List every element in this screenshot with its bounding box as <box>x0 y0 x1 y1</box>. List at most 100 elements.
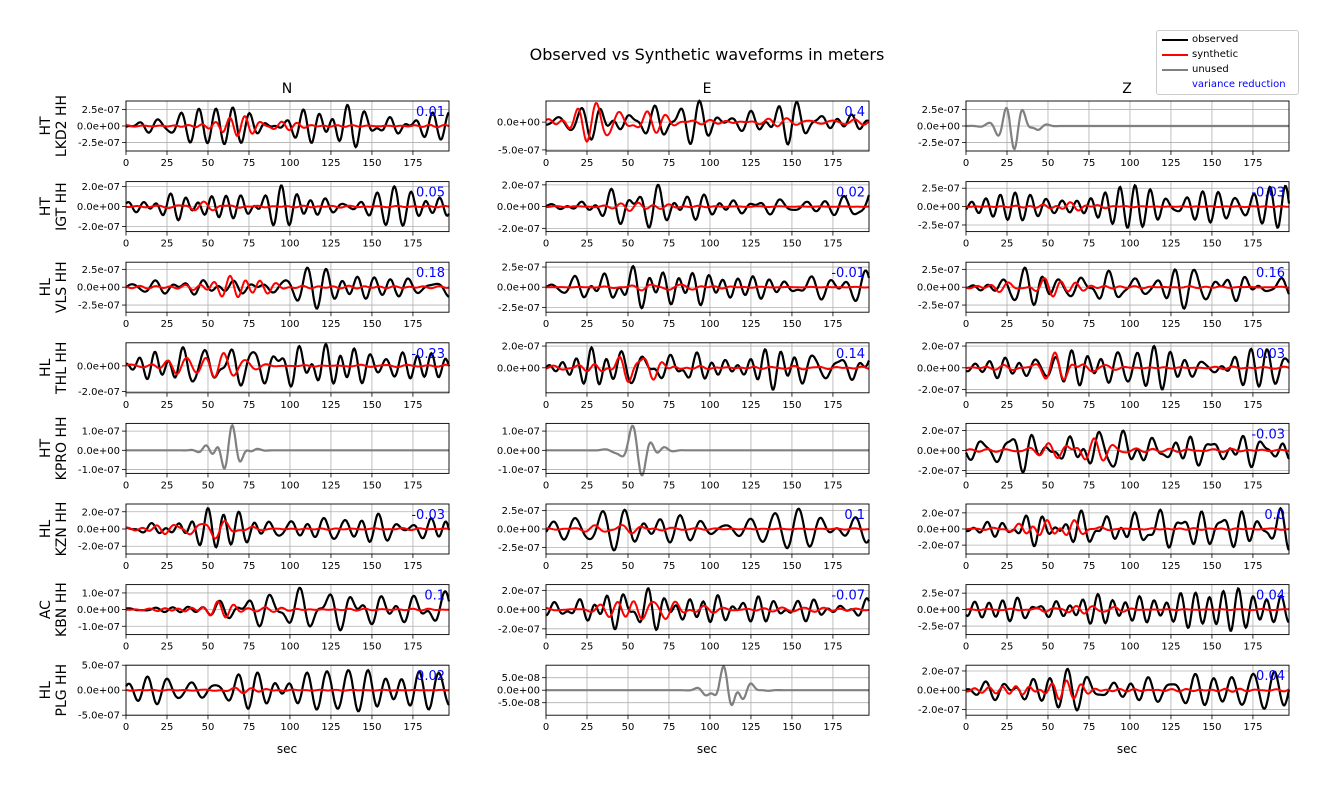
y-tick-label: 2.5e-07 <box>502 506 540 517</box>
x-tick-label: 50 <box>1042 158 1055 169</box>
synthetic-trace <box>965 201 1289 212</box>
x-tick-label: 150 <box>782 319 801 330</box>
x-tick-label: 125 <box>1161 480 1180 491</box>
x-tick-label: 50 <box>1042 722 1055 733</box>
figure-title: Observed vs Synthetic waveforms in meter… <box>530 45 885 64</box>
panel-1-z: 0 25 50 75 100 125 150 175 2.5e-07 0.0e+00 -2.5e-0… <box>917 100 1290 169</box>
panel-6-n: 0 25 50 75 100 125 150 175 2.0e-07 0.0e+00 -2.0e-0… <box>77 503 451 572</box>
y-tick-label: -2.5e-07 <box>918 220 960 231</box>
x-tick-label: 0 <box>963 239 969 250</box>
x-tick-label: 100 <box>700 239 719 250</box>
x-tick-label: 0 <box>963 400 969 411</box>
panel-7-e: 0 25 50 75 100 125 150 175 2.0e-07 0.0e+00 -2.0e-0… <box>497 584 871 653</box>
y-tick-label: 0.0e+00 <box>497 525 540 536</box>
x-tick-label: 150 <box>1202 319 1221 330</box>
y-tick-label: 0.0e+00 <box>77 283 120 294</box>
x-tick-label: 0 <box>963 642 969 653</box>
x-tick-label: 75 <box>243 400 256 411</box>
y-tick-label: 2.5e-07 <box>82 265 120 276</box>
y-tick-label: -2.5e-07 <box>498 543 540 554</box>
x-tick-label: 75 <box>243 480 256 491</box>
x-tick-label: 125 <box>321 561 340 572</box>
y-tick-label: -2.0e-07 <box>498 224 540 235</box>
x-tick-label: 150 <box>362 480 381 491</box>
x-tick-label: 175 <box>403 158 422 169</box>
x-tick-label: 125 <box>1161 158 1180 169</box>
y-tick-label: -5.0e-07 <box>498 145 540 156</box>
x-tick-label: 75 <box>663 158 676 169</box>
station-label-line: KZN HH <box>54 502 70 557</box>
variance-reduction-label: 0.16 <box>1256 266 1285 281</box>
station-label: ACKBN HH <box>38 582 70 637</box>
x-tick-label: 50 <box>1042 642 1055 653</box>
x-tick-label: 75 <box>243 642 256 653</box>
x-tick-label: 25 <box>1001 561 1014 572</box>
variance-reduction-label: -0.23 <box>411 347 445 362</box>
panel-frame <box>545 100 870 152</box>
panel-frame <box>965 422 1290 474</box>
y-tick-label: 0.0e+00 <box>497 363 540 374</box>
x-tick-label: 25 <box>161 239 174 250</box>
y-tick-label: 2.0e-07 <box>922 342 960 353</box>
y-tick-label: -1.0e-07 <box>78 622 120 633</box>
variance-reduction-label: 0.1 <box>424 589 445 604</box>
legend-swatch-observed <box>1162 39 1188 41</box>
variance-reduction-label: -0.03 <box>1251 186 1285 201</box>
x-tick-label: 50 <box>1042 400 1055 411</box>
x-tick-label: 125 <box>741 158 760 169</box>
y-tick-label: 0.0e+00 <box>917 686 960 697</box>
x-tick-label: 75 <box>663 642 676 653</box>
x-tick-label: 100 <box>1120 239 1139 250</box>
x-tick-label: 25 <box>161 642 174 653</box>
x-tick-label: 150 <box>362 642 381 653</box>
station-label: HLVLS HH <box>38 261 70 313</box>
x-tick-label: 25 <box>581 480 594 491</box>
x-tick-label: 50 <box>622 319 635 330</box>
x-tick-label: 100 <box>280 158 299 169</box>
y-tick-label: -2.5e-07 <box>498 303 540 314</box>
y-tick-label: -5.0e-08 <box>498 698 540 709</box>
x-tick-label: 75 <box>663 561 676 572</box>
x-tick-label: 100 <box>700 642 719 653</box>
x-tick-label: 150 <box>782 239 801 250</box>
y-tick-label: -2.0e-07 <box>918 705 960 716</box>
x-tick-label: 150 <box>1202 722 1221 733</box>
x-tick-label: 50 <box>622 561 635 572</box>
observed-trace <box>545 507 870 552</box>
panel-7-z: 0 25 50 75 100 125 150 175 2.5e-07 0.0e+00 -2.5e-0… <box>917 584 1290 653</box>
x-tick-label: 175 <box>823 642 842 653</box>
x-tick-label: 100 <box>1120 642 1139 653</box>
x-tick-label: 125 <box>1161 722 1180 733</box>
x-tick-label: 100 <box>1120 722 1139 733</box>
x-tick-label: 100 <box>1120 400 1139 411</box>
x-tick-label: 150 <box>782 158 801 169</box>
x-tick-label: 100 <box>280 722 299 733</box>
y-tick-label: 0.0e+00 <box>917 605 960 616</box>
x-tick-label: 75 <box>1083 239 1096 250</box>
x-axis-label-n: sec <box>277 742 297 756</box>
x-tick-label: 25 <box>161 480 174 491</box>
station-label-line: HL <box>38 520 54 539</box>
panel-3-e: 0 25 50 75 100 125 150 175 2.5e-07 0.0e+00 -2.5e-0… <box>497 261 871 330</box>
x-tick-label: 125 <box>741 319 760 330</box>
x-tick-label: 175 <box>403 480 422 491</box>
variance-reduction-label: -0.01 <box>831 266 865 281</box>
panel-6-z: 0 25 50 75 100 125 150 175 2.0e-07 0.0e+00 -2.0e-0… <box>917 503 1290 572</box>
panel-8-n: 0 25 50 75 100 125 150 175 5.0e-07 0.0e+00 -5.0e-0… <box>77 661 450 733</box>
x-tick-label: 100 <box>700 480 719 491</box>
synthetic-trace <box>545 356 870 384</box>
x-tick-label: 100 <box>700 319 719 330</box>
y-tick-label: 2.0e-07 <box>82 182 120 193</box>
panel-3-z: 0 25 50 75 100 125 150 175 2.5e-07 0.0e+00 -2.5e-0… <box>917 261 1290 330</box>
panel-7-n: 0 25 50 75 100 125 150 175 1.0e-07 0.0e+00 -1.0e-0… <box>77 584 451 653</box>
y-tick-label: 0.0e+00 <box>77 446 120 457</box>
x-tick-label: 25 <box>1001 722 1014 733</box>
variance-reduction-label: 0.14 <box>836 347 865 362</box>
legend-item-variance-reduction: variance reduction <box>1157 78 1300 92</box>
x-tick-label: 0 <box>123 642 129 653</box>
x-tick-label: 25 <box>581 239 594 250</box>
x-tick-label: 125 <box>321 158 340 169</box>
x-tick-label: 0 <box>543 400 549 411</box>
synthetic-trace <box>965 277 1290 298</box>
x-tick-label: 75 <box>663 400 676 411</box>
